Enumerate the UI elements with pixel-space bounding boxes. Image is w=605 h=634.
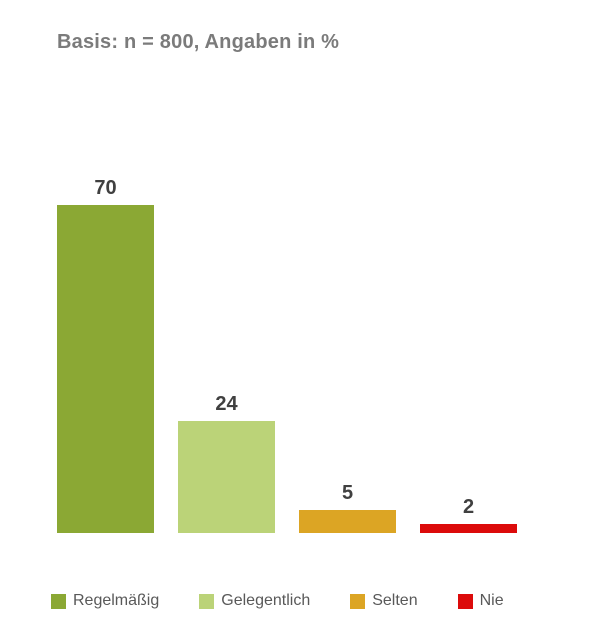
legend-label: Gelegentlich xyxy=(221,592,311,609)
legend-swatch-icon xyxy=(350,593,366,609)
bar-group-nie: 2 xyxy=(420,496,517,533)
legend-swatch-icon xyxy=(199,593,215,609)
bar-group-selten: 5 xyxy=(299,482,396,533)
bar-value-label: 24 xyxy=(215,393,238,415)
chart-title: Basis: n = 800, Angaben in % xyxy=(57,31,340,53)
legend-item-regelmaessig: Regelmäßig xyxy=(51,592,159,610)
bar-nie xyxy=(420,524,517,533)
bar-value-label: 5 xyxy=(341,482,354,504)
bar-selten xyxy=(299,510,396,533)
chart-legend: Regelmäßig Gelegentlich Selten Nie xyxy=(51,592,504,610)
bar-group-gelegentlich: 24 xyxy=(178,393,275,533)
legend-item-nie: Nie xyxy=(457,592,504,610)
legend-label: Regelmäßig xyxy=(73,592,160,609)
legend-label: Selten xyxy=(372,592,418,609)
bar-regelmaessig xyxy=(57,205,154,533)
legend-swatch-icon xyxy=(457,593,473,609)
bar-gelegentlich xyxy=(178,421,275,533)
bar-value-label: 2 xyxy=(462,496,475,518)
bar-group-regelmaessig: 70 xyxy=(57,177,154,533)
bar-value-label: 70 xyxy=(94,177,117,199)
legend-item-gelegentlich: Gelegentlich xyxy=(199,592,310,610)
legend-label: Nie xyxy=(479,592,504,609)
legend-item-selten: Selten xyxy=(350,592,418,610)
plot-area: 70 24 5 2 xyxy=(57,177,517,533)
legend-swatch-icon xyxy=(51,593,66,609)
